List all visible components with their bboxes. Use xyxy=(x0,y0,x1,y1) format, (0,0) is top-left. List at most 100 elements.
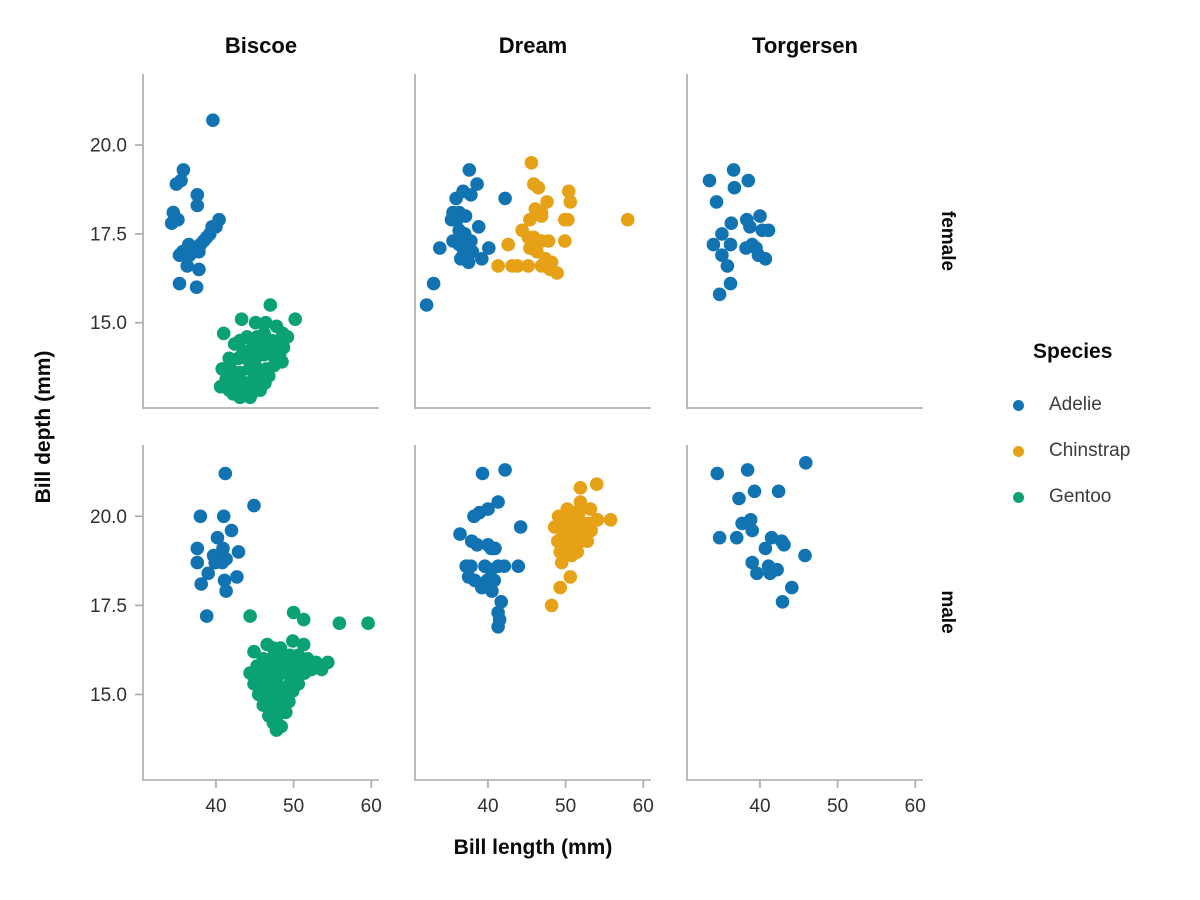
data-point-adelie xyxy=(488,541,502,556)
data-point-chinstrap xyxy=(521,259,536,273)
data-point-gentoo xyxy=(279,705,293,720)
legend-item-gentoo: Gentoo xyxy=(1006,474,1186,520)
data-point-adelie xyxy=(710,466,725,481)
data-point-adelie xyxy=(741,173,756,188)
data-point-adelie xyxy=(712,287,727,302)
data-point-gentoo xyxy=(243,609,257,623)
data-point-adelie xyxy=(231,545,246,559)
facet-column-title-biscoe: Biscoe xyxy=(224,33,298,58)
data-point-adelie xyxy=(470,177,484,191)
data-point-adelie xyxy=(467,509,481,524)
data-point-adelie xyxy=(723,237,738,252)
legend: Species Adelie Chinstrap Gentoo xyxy=(1006,340,1186,520)
data-point-chinstrap xyxy=(510,259,525,273)
data-point-adelie xyxy=(775,595,790,609)
data-point-chinstrap xyxy=(550,266,564,280)
data-point-adelie xyxy=(732,491,746,506)
data-point-adelie xyxy=(453,527,467,541)
data-point-adelie xyxy=(758,541,773,556)
data-point-adelie xyxy=(189,280,204,295)
data-point-chinstrap xyxy=(501,237,515,252)
data-point-gentoo xyxy=(222,351,236,366)
data-point-gentoo xyxy=(288,312,303,327)
data-point-gentoo xyxy=(297,666,312,680)
data-point-adelie xyxy=(433,241,447,255)
data-point-adelie xyxy=(192,262,206,277)
data-point-adelie xyxy=(462,163,477,177)
data-point-chinstrap xyxy=(584,523,598,538)
data-point-chinstrap xyxy=(541,234,556,248)
data-point-gentoo xyxy=(296,637,311,652)
data-point-adelie xyxy=(498,463,512,477)
legend-item-adelie: Adelie xyxy=(1006,382,1186,428)
data-point-gentoo xyxy=(332,616,347,630)
data-point-adelie xyxy=(743,220,757,234)
legend-label: Gentoo xyxy=(1049,486,1112,507)
data-point-gentoo xyxy=(251,687,266,702)
data-point-adelie xyxy=(745,555,759,570)
legend-label: Adelie xyxy=(1049,394,1102,415)
data-point-gentoo xyxy=(248,315,263,330)
data-point-adelie xyxy=(216,509,231,524)
data-point-adelie xyxy=(723,276,738,291)
data-point-adelie xyxy=(513,520,528,534)
data-point-adelie xyxy=(190,555,205,570)
data-point-adelie xyxy=(471,220,486,234)
data-point-adelie xyxy=(491,495,505,509)
data-point-adelie xyxy=(206,113,220,127)
y-tick-label: 17.5 xyxy=(90,596,127,617)
data-point-adelie xyxy=(475,251,489,266)
data-point-chinstrap xyxy=(558,234,572,248)
data-point-gentoo xyxy=(243,390,257,405)
x-tick-label: 60 xyxy=(633,796,654,817)
data-point-gentoo xyxy=(286,605,301,620)
data-point-adelie xyxy=(771,484,786,499)
data-point-chinstrap xyxy=(491,259,505,273)
data-point-gentoo xyxy=(269,723,284,737)
data-point-adelie xyxy=(193,509,208,524)
data-point-adelie xyxy=(498,191,512,206)
x-tick-label: 40 xyxy=(205,796,226,817)
data-point-gentoo xyxy=(263,298,278,312)
data-point-gentoo xyxy=(256,698,271,712)
y-tick-label: 20.0 xyxy=(90,507,127,528)
data-point-adelie xyxy=(247,498,261,513)
y-tick-label: 15.0 xyxy=(90,313,127,334)
data-point-adelie xyxy=(709,195,724,209)
data-point-gentoo xyxy=(258,315,273,330)
data-point-chinstrap xyxy=(561,184,576,199)
data-point-chinstrap xyxy=(544,598,559,613)
data-point-adelie xyxy=(190,198,205,213)
data-point-adelie xyxy=(485,584,499,598)
data-point-chinstrap xyxy=(590,513,605,527)
data-point-adelie xyxy=(215,555,229,570)
data-point-gentoo xyxy=(275,355,289,369)
data-point-adelie xyxy=(706,237,721,252)
data-point-gentoo xyxy=(253,383,267,398)
data-point-adelie xyxy=(224,523,239,538)
data-point-adelie xyxy=(799,456,813,470)
data-point-adelie xyxy=(761,223,776,238)
adelie-dot-icon xyxy=(1013,399,1024,411)
data-point-adelie xyxy=(230,570,244,584)
x-tick-label: 60 xyxy=(905,796,926,817)
x-tick-label: 50 xyxy=(283,796,304,817)
data-point-adelie xyxy=(712,530,727,545)
data-point-adelie xyxy=(763,566,777,581)
data-point-adelie xyxy=(199,609,214,623)
data-point-chinstrap xyxy=(561,212,575,227)
data-point-adelie xyxy=(497,559,512,573)
data-point-gentoo xyxy=(282,694,296,709)
x-tick-label: 60 xyxy=(361,796,382,817)
facet-row-strip-male: male xyxy=(937,590,958,634)
data-point-adelie xyxy=(798,548,812,563)
data-point-adelie xyxy=(210,530,225,545)
data-point-adelie xyxy=(727,180,742,195)
data-point-adelie xyxy=(745,523,759,538)
data-point-adelie xyxy=(218,466,233,481)
data-point-gentoo xyxy=(279,666,294,680)
data-point-adelie xyxy=(724,216,739,230)
data-point-gentoo xyxy=(273,641,288,655)
